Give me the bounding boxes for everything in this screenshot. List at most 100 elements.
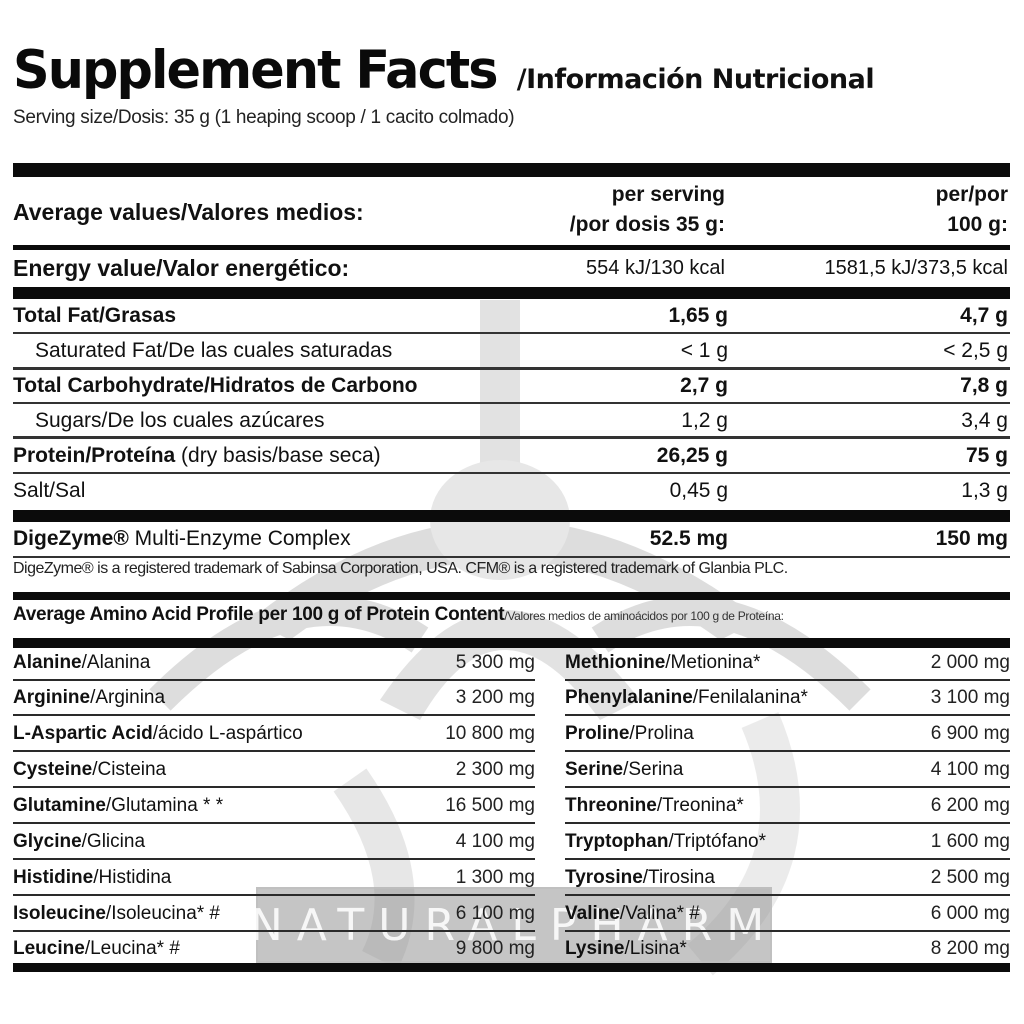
amino-name: Glycine/Glicina	[13, 831, 456, 853]
amino-value: 2 300 mg	[455, 759, 535, 780]
divider-thin	[13, 714, 535, 716]
amino-name-es: /Histidina	[93, 867, 172, 888]
amino-name-es: /Leucina* #	[84, 938, 180, 959]
protein-label: Protein/Proteína	[13, 444, 176, 467]
amino-name-es: /Arginina	[90, 687, 166, 708]
enzyme-row: DigeZyme® Multi-Enzyme Complex 52.5 mg 1…	[13, 522, 1010, 556]
divider-thin	[565, 822, 1010, 824]
divider-thin	[565, 894, 1010, 896]
divider-thin	[13, 556, 1010, 558]
nutrient-per-100g: 4,7 g	[960, 304, 1008, 327]
amino-value: 10 800 mg	[445, 723, 535, 744]
divider-thin	[13, 367, 1010, 370]
nutrient-row-salt: Salt/Sal 0,45 g 1,3 g	[13, 474, 1010, 508]
amino-name-es: /ácido L-aspártico	[152, 723, 303, 744]
amino-row-tyrosine: Tyrosine/Tirosina 2 500 mg	[565, 860, 1010, 896]
amino-row-arginine: Arginine/Arginina 3 200 mg	[13, 680, 535, 716]
title-row: Supplement Facts/Información Nutricional	[13, 40, 875, 101]
amino-name-en: Serine	[565, 759, 624, 780]
divider-thin	[13, 679, 535, 681]
divider-thin	[13, 750, 535, 752]
amino-name-es: /Tirosina	[642, 867, 715, 888]
per-serving-line2: /por dosis 35 g:	[569, 213, 725, 236]
column-header-row: Average values/Valores medios: per servi…	[13, 178, 1010, 244]
divider-thick	[13, 638, 1010, 648]
column-header-per-100g: per/por 100 g:	[936, 180, 1008, 240]
amino-name-en: Lysine	[565, 938, 625, 959]
amino-name-es: /Metionina*	[665, 652, 761, 673]
page-subtitle: /Información Nutricional	[516, 64, 875, 95]
amino-row-tryptophan: Tryptophan/Triptófano* 1 600 mg	[565, 824, 1010, 860]
amino-name: Valine/Valina* #	[565, 903, 931, 925]
enzyme-brand: DigeZyme®	[13, 527, 129, 550]
amino-name: Alanine/Alanina	[13, 652, 456, 674]
divider-thick	[13, 163, 1010, 177]
amino-row-isoleucine: Isoleucine/Isoleucina* #6 100 mg	[13, 896, 535, 932]
amino-value: 2 500 mg	[930, 867, 1010, 888]
trademark-note: DigeZyme® is a registered trademark of S…	[13, 560, 788, 577]
per-100g-line2: 100 g:	[947, 213, 1008, 236]
amino-title-main: Average Amino Acid Profile per 100 g of …	[13, 604, 505, 625]
amino-value: 4 100 mg	[930, 759, 1010, 780]
amino-name-es: /Fenilalanina*	[692, 687, 808, 708]
amino-name: Proline/Prolina	[565, 723, 931, 745]
amino-name-en: Cysteine	[13, 759, 93, 780]
divider-thin	[13, 402, 1010, 404]
amino-name: Arginine/Arginina	[13, 687, 456, 709]
amino-value: 1 300 mg	[455, 867, 535, 888]
amino-value: 1 600 mg	[930, 831, 1010, 852]
divider-thick	[13, 592, 1010, 600]
nutrient-label: Total Carbohydrate/Hidratos de Carbono	[13, 374, 418, 397]
amino-name-en: Glutamine	[13, 795, 106, 816]
amino-name: Glutamine/Glutamina * *	[13, 795, 445, 817]
amino-value: 4 100 mg	[455, 831, 535, 852]
amino-name: Lysine/Lisina*	[565, 938, 931, 960]
divider-thick	[13, 287, 1010, 299]
nutrient-per-100g: < 2,5 g	[943, 339, 1008, 362]
divider-thin	[13, 822, 535, 824]
amino-name: Methionine/Metionina*	[565, 652, 931, 674]
amino-name-en: Histidine	[13, 867, 94, 888]
protein-label-extra: (dry basis/base seca)	[175, 444, 381, 467]
amino-row-phenylalanine: Phenylalanine/Fenilalanina* 3 100 mg	[565, 680, 1010, 716]
amino-name: Serine/Serina	[565, 759, 931, 781]
nutrient-per-100g: 3,4 g	[961, 409, 1008, 432]
energy-per-100g: 1581,5 kJ/373,5 kcal	[824, 257, 1008, 279]
divider-medium	[13, 245, 1010, 250]
amino-value: 6 000 mg	[930, 903, 1010, 924]
amino-value: 6 200 mg	[930, 795, 1010, 816]
amino-row-proline: Proline/Prolina 6 900 mg	[565, 716, 1010, 752]
amino-name-en: Tyrosine	[565, 867, 643, 888]
amino-value: 3 100 mg	[930, 687, 1010, 708]
amino-value: 8 200 mg	[930, 938, 1010, 959]
amino-row-alanine: Alanine/Alanina 5 300 mg	[13, 645, 535, 681]
amino-value: 9 800 mg	[455, 938, 535, 959]
amino-name-es: /Isoleucina* #	[105, 903, 220, 924]
amino-value: 6 900 mg	[930, 723, 1010, 744]
amino-name-es: /Valina* #	[619, 903, 700, 924]
divider-thin	[13, 858, 535, 860]
amino-name-en: L-Aspartic Acid	[13, 723, 153, 744]
amino-row-aspartic-acid: L-Aspartic Acid/ácido L-aspártico 10 800 …	[13, 716, 535, 752]
amino-row-glycine: Glycine/Glicina 4 100 mg	[13, 824, 535, 860]
divider-thin	[565, 750, 1010, 752]
divider-thin	[565, 930, 1010, 932]
amino-name-es: /Cisteina	[92, 759, 167, 780]
amino-row-leucine: Leucine/Leucina* #9 800 mg	[13, 931, 535, 967]
per-serving-line1: per serving	[611, 183, 725, 206]
amino-acid-title: Average Amino Acid Profile per 100 g of …	[13, 604, 784, 626]
amino-name: Leucine/Leucina* #	[13, 938, 456, 960]
nutrient-label: Total Fat/Grasas	[13, 304, 176, 327]
column-header-per-serving: per serving /por dosis 35 g:	[570, 180, 725, 240]
amino-name: Cysteine/Cisteina	[13, 759, 456, 781]
nutrient-per-serving: 1,65 g	[668, 304, 728, 327]
nutrient-per-100g: 1,3 g	[961, 479, 1008, 502]
nutrient-row-total-fat: Total Fat/Grasas 1,65 g 4,7 g	[13, 299, 1010, 333]
nutrient-per-serving: 2,7 g	[680, 374, 728, 397]
amino-row-threonine: Threonine/Treonina* 6 200 mg	[565, 788, 1010, 824]
amino-name-es: /Triptófano*	[668, 831, 766, 852]
amino-name-en: Leucine	[13, 938, 85, 959]
amino-name-en: Tryptophan	[565, 831, 669, 852]
enzyme-description: Multi-Enzyme Complex	[128, 527, 351, 550]
nutrient-label: Sugars/De los cuales azúcares	[35, 409, 325, 432]
